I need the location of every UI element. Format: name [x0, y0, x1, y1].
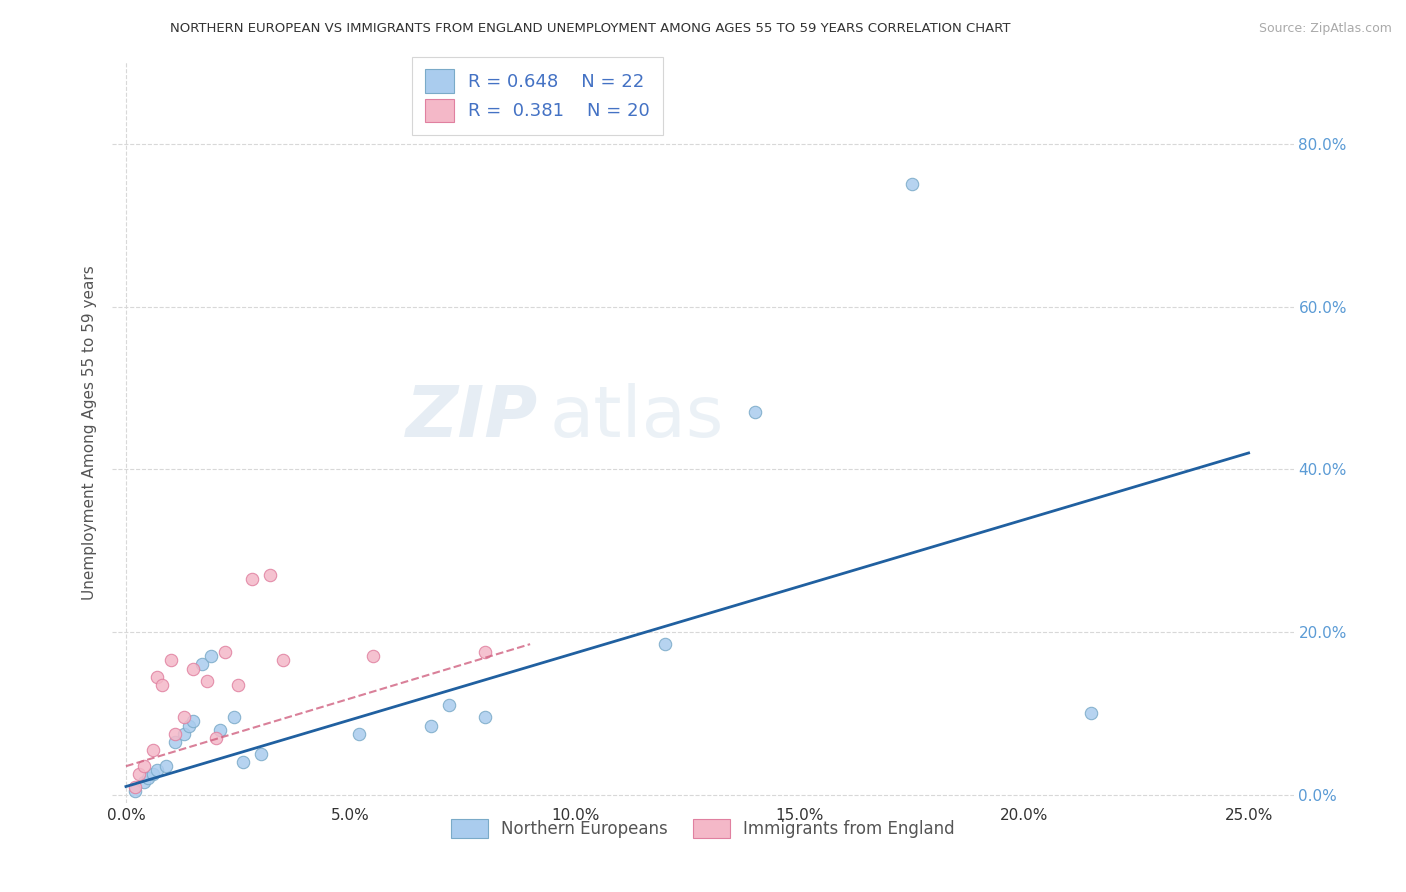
Point — [132, 775, 155, 789]
Point — [226, 678, 249, 692]
Point — [191, 657, 214, 672]
Point — [200, 649, 222, 664]
Point — [181, 662, 204, 676]
Point — [165, 735, 187, 749]
Point — [160, 653, 183, 667]
Point — [195, 673, 218, 688]
Text: Source: ZipAtlas.com: Source: ZipAtlas.com — [1258, 22, 1392, 36]
Point — [155, 759, 177, 773]
Point — [222, 710, 245, 724]
Point — [439, 698, 461, 713]
Point — [177, 718, 200, 732]
Point — [146, 764, 169, 778]
Point — [420, 718, 443, 732]
Legend: Northern Europeans, Immigrants from England: Northern Europeans, Immigrants from Engl… — [443, 810, 963, 847]
Text: ZIP: ZIP — [405, 384, 537, 452]
Point — [173, 710, 195, 724]
Point — [349, 726, 371, 740]
Point — [146, 670, 169, 684]
Point — [474, 645, 496, 659]
Point — [901, 178, 924, 192]
Point — [209, 723, 232, 737]
Text: atlas: atlas — [550, 384, 724, 452]
Point — [142, 767, 165, 781]
Point — [173, 726, 195, 740]
Point — [214, 645, 236, 659]
Point — [132, 759, 155, 773]
Point — [654, 637, 676, 651]
Point — [249, 747, 271, 761]
Y-axis label: Unemployment Among Ages 55 to 59 years: Unemployment Among Ages 55 to 59 years — [82, 265, 97, 600]
Point — [474, 710, 496, 724]
Text: NORTHERN EUROPEAN VS IMMIGRANTS FROM ENGLAND UNEMPLOYMENT AMONG AGES 55 TO 59 YE: NORTHERN EUROPEAN VS IMMIGRANTS FROM ENG… — [170, 22, 1011, 36]
Point — [181, 714, 204, 729]
Point — [361, 649, 384, 664]
Point — [240, 572, 263, 586]
Point — [128, 767, 150, 781]
Point — [271, 653, 294, 667]
Point — [259, 568, 281, 582]
Point — [744, 405, 766, 419]
Point — [165, 726, 187, 740]
Point — [232, 755, 254, 769]
Point — [1080, 706, 1102, 721]
Point — [142, 743, 165, 757]
Point — [204, 731, 226, 745]
Point — [124, 780, 146, 794]
Point — [138, 772, 160, 786]
Point — [150, 678, 173, 692]
Point — [124, 783, 146, 797]
